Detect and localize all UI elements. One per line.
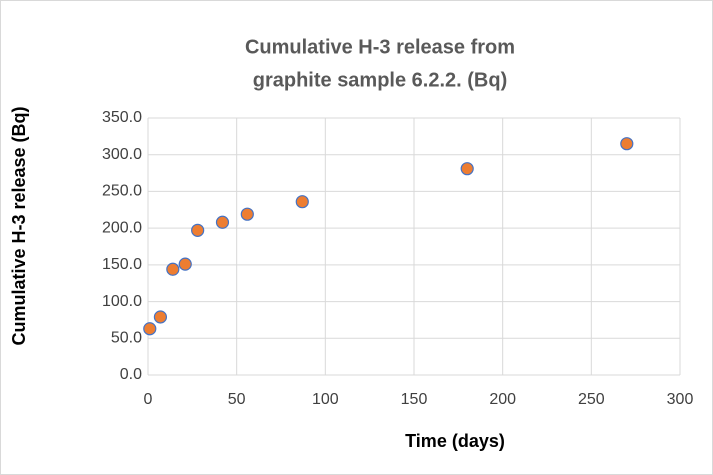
y-axis-title: Cumulative H-3 release (Bq) — [9, 106, 29, 345]
point — [153, 310, 168, 324]
x-tick-label: 50 — [228, 391, 246, 408]
y-tick-label: 250.0 — [102, 183, 142, 200]
x-tick-label: 200 — [489, 391, 516, 408]
y-tick-label: 150.0 — [102, 256, 142, 273]
chart-title: graphite sample 6.2.2. (Bq) — [253, 69, 508, 91]
x-axis-title: Time (days) — [405, 431, 505, 451]
y-tick-label: 200.0 — [102, 219, 142, 236]
point — [620, 137, 634, 151]
x-tick-label: 0 — [144, 391, 153, 408]
x-tick-label: 250 — [578, 391, 605, 408]
x-tick-label: 100 — [312, 391, 339, 408]
point — [215, 215, 230, 229]
point — [143, 322, 157, 336]
y-tick-label: 0.0 — [120, 366, 142, 383]
x-tick-label: 300 — [667, 391, 694, 408]
y-tick-label: 50.0 — [111, 330, 142, 347]
chart-title: Cumulative H-3 release from — [245, 36, 515, 58]
point — [166, 262, 180, 276]
point — [240, 207, 254, 221]
point — [295, 195, 309, 209]
y-tick-label: 100.0 — [102, 293, 142, 310]
y-tick-label: 350.0 — [102, 109, 142, 126]
point — [191, 223, 205, 237]
point — [178, 257, 192, 271]
y-tick-label: 300.0 — [102, 146, 142, 163]
x-tick-label: 150 — [401, 391, 428, 408]
point — [460, 162, 474, 176]
